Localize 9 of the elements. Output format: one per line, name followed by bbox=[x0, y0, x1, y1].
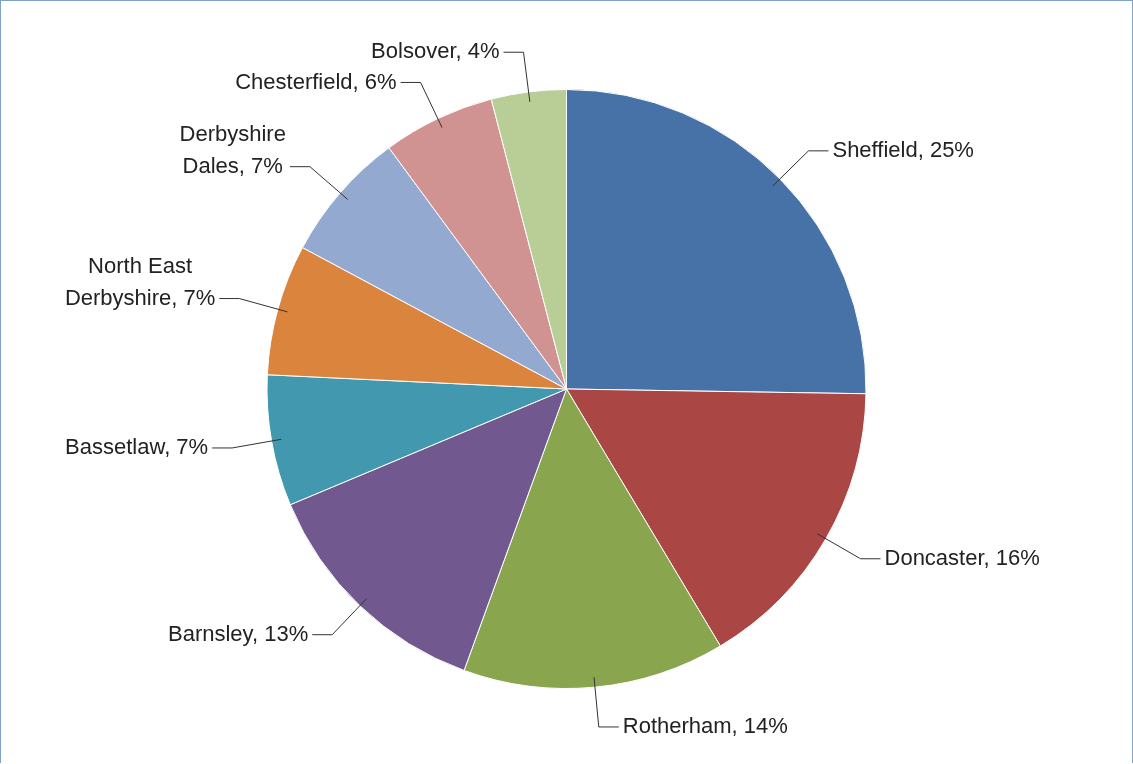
slice-label: Derbyshire Dales, 7% bbox=[179, 120, 286, 178]
slice-label: Barnsley, 13% bbox=[168, 620, 309, 646]
slice-label: Chesterfield, 6% bbox=[235, 68, 397, 94]
slice-label: Rotherham, 14% bbox=[622, 713, 788, 739]
slice-label: Sheffield, 25% bbox=[832, 136, 974, 162]
slice-label: Bolsover, 4% bbox=[371, 38, 500, 64]
slice-label: Bassetlaw, 7% bbox=[65, 434, 209, 460]
slice-label: Doncaster, 16% bbox=[884, 544, 1040, 570]
slice-label: North East Derbyshire, 7% bbox=[64, 252, 216, 310]
